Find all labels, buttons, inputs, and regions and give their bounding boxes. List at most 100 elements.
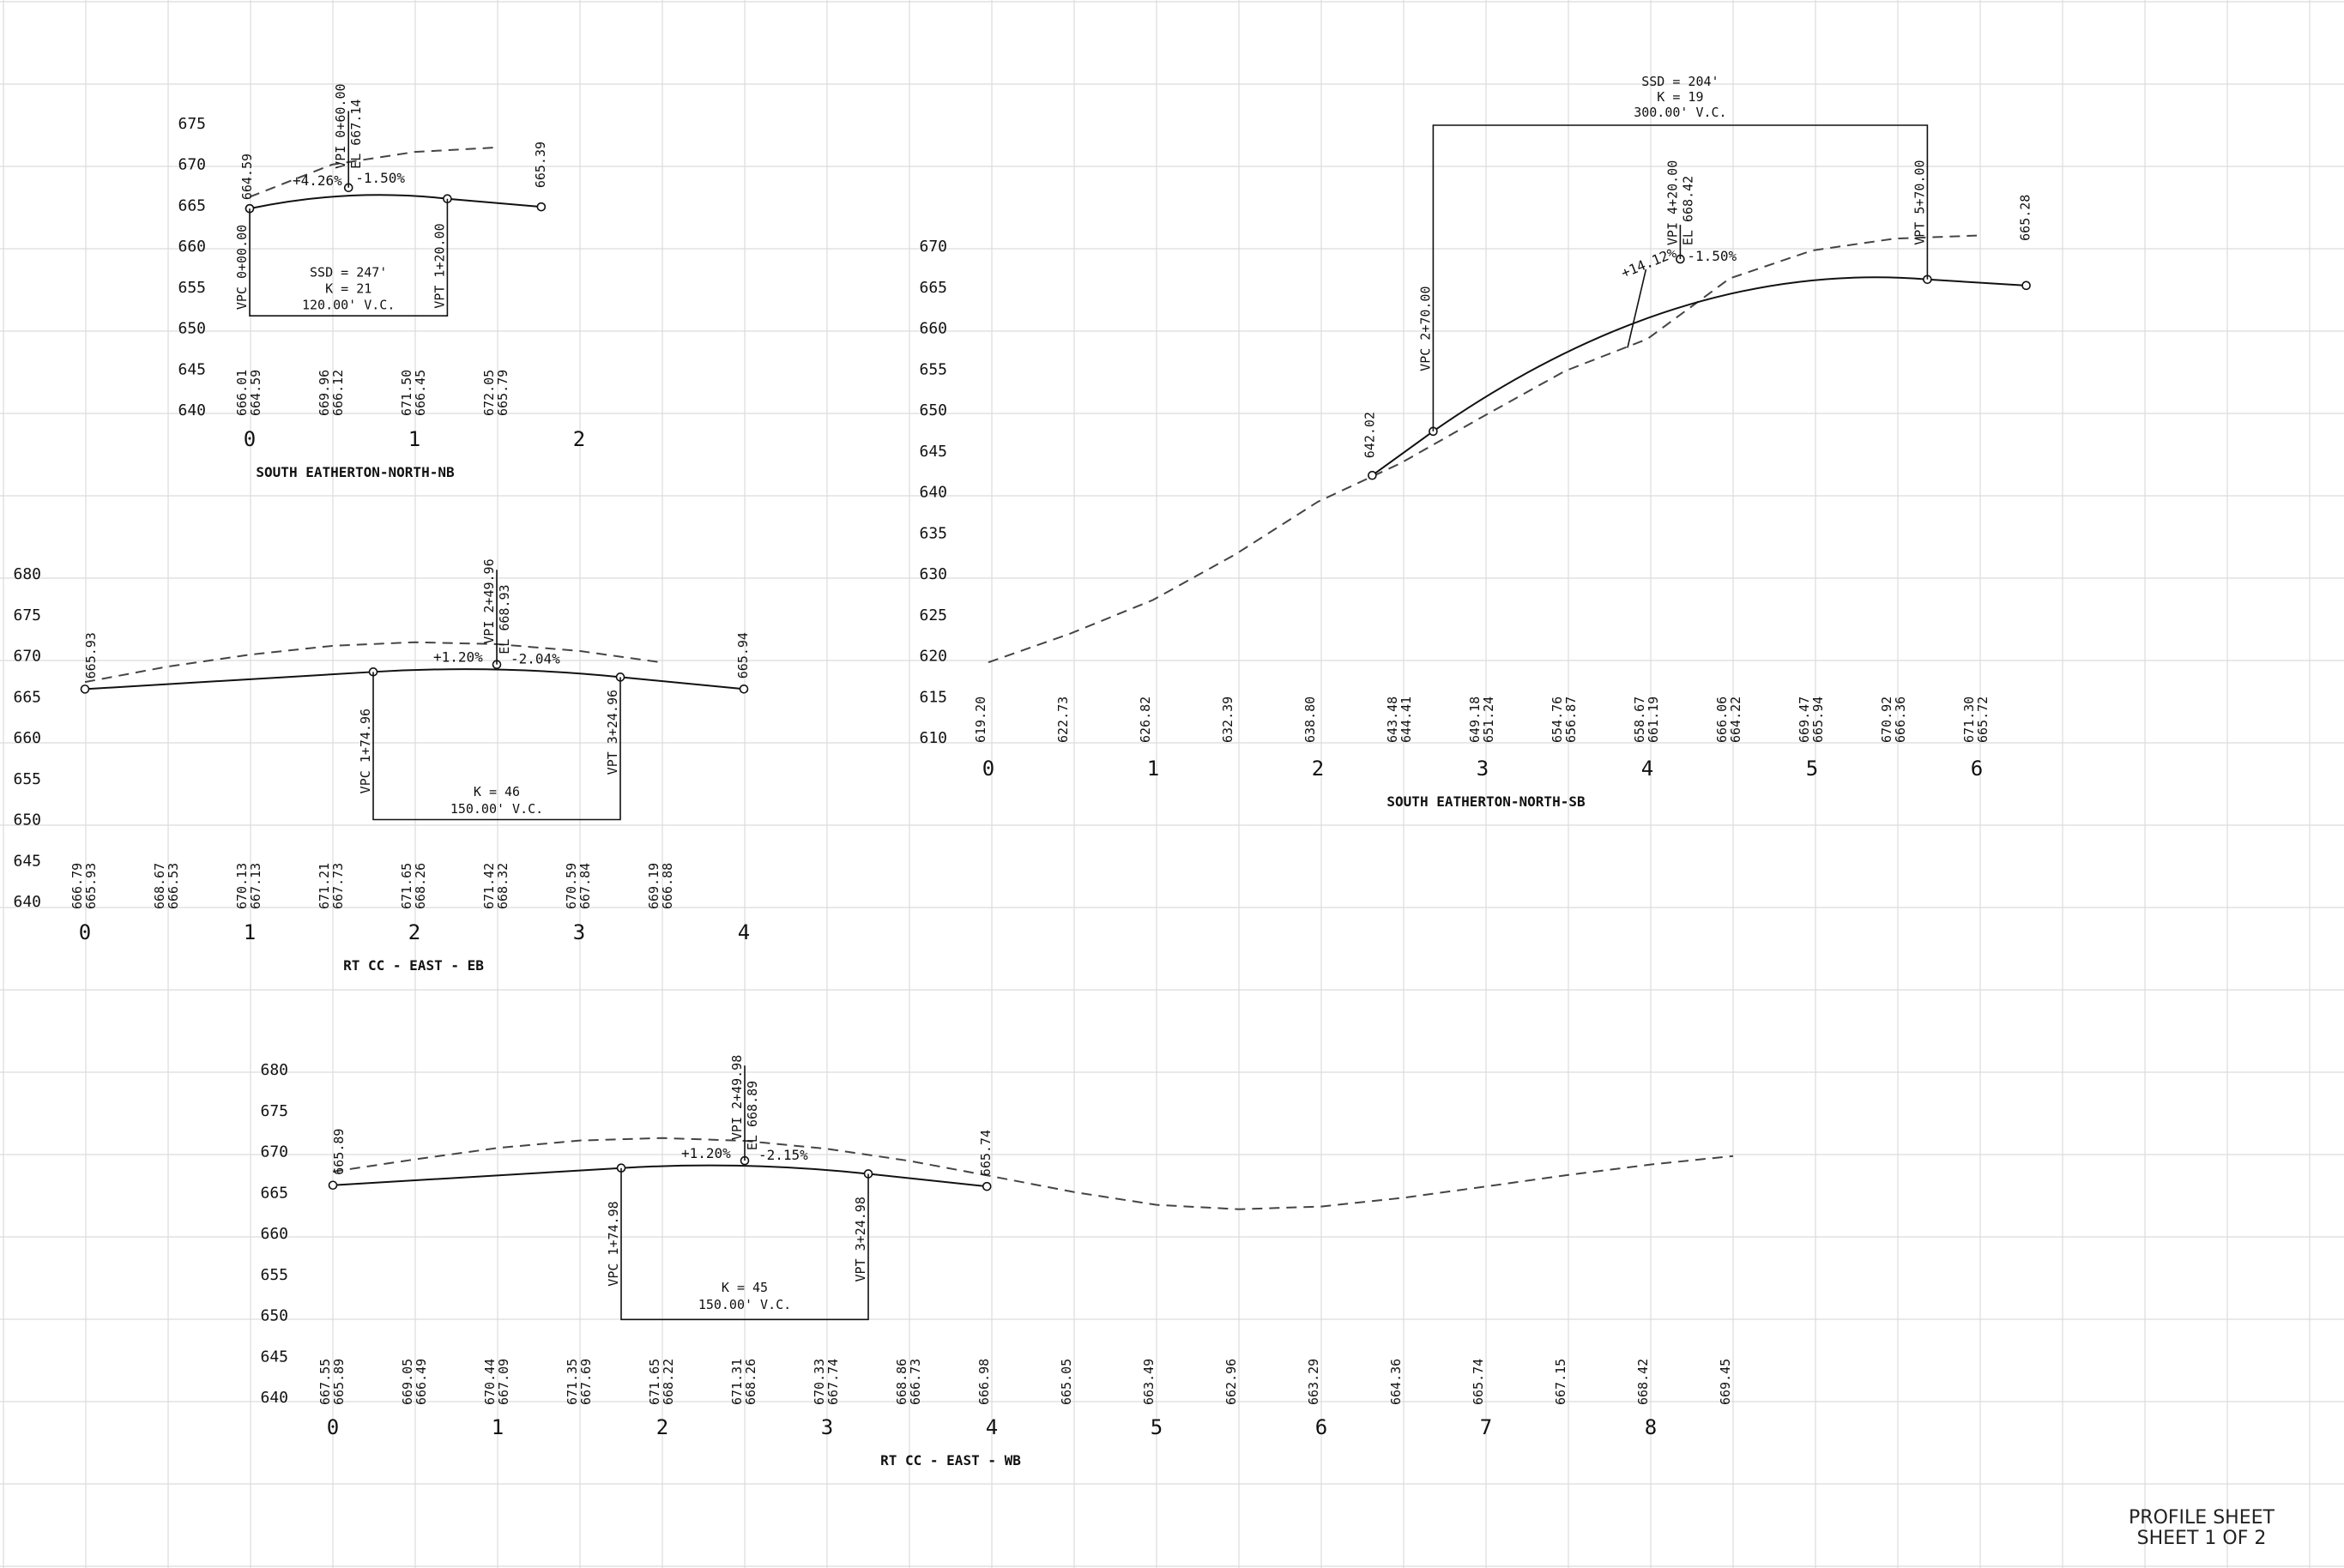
- elevation-tick-label: 640: [13, 893, 41, 911]
- elevation-tick-label: 650: [919, 401, 947, 419]
- proposed-profile-line: [332, 1164, 988, 1188]
- proposed-elevation-value: 664.22: [1728, 697, 1743, 743]
- elevation-tick-label: 640: [178, 401, 206, 419]
- elevation-tick-label: 655: [260, 1266, 288, 1284]
- elevation-tick-label: 630: [919, 565, 947, 583]
- existing-elevation-value: 619.20: [973, 697, 988, 743]
- elevation-tick-label: 675: [178, 115, 206, 133]
- vertical-curve-length-label: 150.00' V.C.: [698, 1297, 791, 1312]
- elevation-tick-label: 650: [13, 811, 41, 829]
- proposed-elevation-value: 666.45: [413, 370, 428, 416]
- existing-elevation-value: 663.29: [1306, 1359, 1321, 1405]
- existing-elevation-value: 666.98: [976, 1359, 992, 1405]
- vpt-label: VPT 3+24.98: [853, 1197, 868, 1282]
- existing-elevation-value: 663.49: [1141, 1359, 1157, 1405]
- proposed-elevation-value: 644.41: [1399, 697, 1414, 743]
- existing-elevation-value: 638.80: [1302, 697, 1318, 743]
- elevation-tick-label: 645: [13, 852, 41, 870]
- elevation-tick-label: 670: [13, 648, 41, 666]
- station-tick-label: 1: [1147, 757, 1159, 781]
- proposed-elevation-value: 665.93: [83, 863, 99, 909]
- end-elevation-label: 665.39: [533, 142, 548, 188]
- proposed-profile-line: [1371, 276, 2027, 477]
- vpi-label: VPI 4+20.00: [1664, 160, 1680, 245]
- proposed-elevation-value: 665.89: [331, 1359, 347, 1405]
- existing-elevation-value: 666.79: [69, 863, 85, 909]
- vpi-label: VPI 2+49.98: [729, 1055, 745, 1140]
- existing-elevation-value: 668.42: [1635, 1359, 1651, 1405]
- elevation-tick-label: 680: [260, 1061, 288, 1079]
- existing-elevation-value: 622.73: [1055, 697, 1071, 743]
- end-elevation-label: 665.28: [2018, 195, 2033, 241]
- proposed-elevation-value: 666.88: [660, 863, 675, 909]
- elevation-tick-label: 625: [919, 606, 947, 624]
- grade-in-label: +1.20%: [433, 649, 483, 666]
- vpc-label: VPC 1+74.96: [358, 709, 373, 793]
- existing-elevation-value: 649.18: [1467, 697, 1483, 743]
- grade-in-tangent: [1627, 268, 1647, 348]
- start-elevation-label: 664.59: [239, 154, 255, 200]
- proposed-elevation-value: 665.94: [1810, 697, 1826, 743]
- proposed-elevation-value: 651.24: [1481, 697, 1496, 743]
- profile-title: SOUTH EATHERTON-NORTH-NB: [256, 464, 455, 480]
- station-tick-label: 0: [244, 427, 256, 451]
- elevation-tick-label: 640: [260, 1389, 288, 1407]
- ssd-label: SSD = 247': [310, 264, 387, 280]
- vpi-elevation-label: EL 668.89: [745, 1081, 760, 1150]
- k-value-label: K = 45: [722, 1280, 768, 1295]
- profile-rt-cc-east-wb: 640 645 650 655 660 665 670 675 680 0 1 2 3 4 5 6 7 8 RT C…: [260, 1055, 1734, 1468]
- existing-elevation-value: 665.74: [1471, 1359, 1486, 1405]
- elevation-tick-label: 665: [13, 688, 41, 706]
- elevation-tick-label: 615: [919, 688, 947, 706]
- proposed-profile-line: [249, 194, 541, 210]
- existing-elevation-value: 670.59: [564, 863, 579, 909]
- existing-elevation-value: 671.65: [647, 1359, 662, 1405]
- existing-elevation-value: 668.67: [152, 863, 167, 909]
- grade-out-label: -1.50%: [355, 170, 405, 186]
- end-elevation-label: 665.74: [978, 1130, 994, 1176]
- start-elevation-label: 642.02: [1362, 412, 1377, 458]
- elevation-tick-label: 645: [919, 443, 947, 461]
- station-tick-label: 3: [1477, 757, 1489, 781]
- ssd-label: SSD = 204': [1641, 74, 1719, 89]
- existing-elevation-value: 626.82: [1138, 697, 1153, 743]
- proposed-elevation-value: 668.22: [661, 1359, 676, 1405]
- station-tick-label: 0: [982, 757, 994, 781]
- vpc-label: VPC 0+00.00: [234, 225, 250, 310]
- existing-elevation-value: 667.15: [1553, 1359, 1568, 1405]
- existing-elevation-value: 658.67: [1632, 697, 1647, 743]
- station-tick-label: 1: [408, 427, 420, 451]
- existing-elevation-value: 669.96: [317, 370, 332, 416]
- vpi-elevation-label: EL 668.42: [1680, 176, 1695, 245]
- existing-elevation-value: 662.96: [1223, 1359, 1239, 1405]
- existing-elevation-value: 668.86: [894, 1359, 909, 1405]
- existing-elevation-value: 671.65: [399, 863, 414, 909]
- vertical-curve-bracket: [620, 1167, 869, 1321]
- profile-title: SOUTH EATHERTON-NORTH-SB: [1386, 793, 1586, 810]
- elevation-tick-label: 660: [178, 238, 206, 256]
- profile-point: [1368, 470, 1377, 480]
- existing-elevation-value: 665.05: [1059, 1359, 1074, 1405]
- existing-elevation-value: 672.05: [481, 370, 497, 416]
- profile-point: [2021, 280, 2031, 291]
- proposed-profile-line: [84, 668, 745, 691]
- station-tick-label: 0: [79, 920, 91, 944]
- start-elevation-label: 665.89: [331, 1129, 347, 1175]
- proposed-elevation-value: 667.73: [330, 863, 346, 909]
- existing-elevation-value: 670.13: [234, 863, 250, 909]
- station-tick-label: 3: [821, 1415, 833, 1439]
- proposed-elevation-value: 667.74: [825, 1359, 841, 1405]
- existing-elevation-value: 669.19: [646, 863, 662, 909]
- elevation-tick-label: 665: [178, 196, 206, 214]
- station-tick-label: 4: [738, 920, 750, 944]
- existing-elevation-value: 643.48: [1385, 697, 1400, 743]
- elevation-tick-label: 645: [178, 360, 206, 378]
- vertical-curve-bracket: [372, 672, 621, 821]
- station-tick-label: 1: [492, 1415, 504, 1439]
- elevation-tick-label: 610: [919, 729, 947, 747]
- proposed-elevation-value: 664.59: [248, 370, 263, 416]
- existing-elevation-value: 671.42: [481, 863, 497, 909]
- station-tick-label: 4: [986, 1415, 998, 1439]
